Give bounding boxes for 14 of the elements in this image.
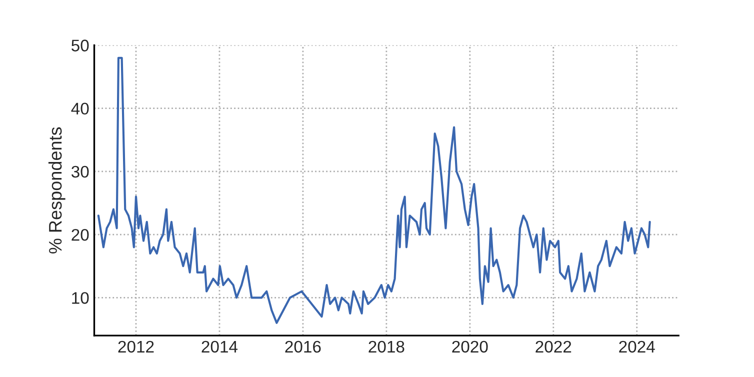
x-tick-label: 2022 (536, 340, 572, 353)
x-tick-label: 2014 (202, 340, 238, 353)
x-tick-label: 2018 (368, 340, 404, 353)
x-tick-label: 2012 (118, 340, 154, 353)
y-tick-label: 30 (71, 166, 89, 178)
line-series (97, 56, 651, 324)
x-tick-label: 2024 (619, 340, 655, 353)
x-tick-label: 2020 (452, 340, 488, 353)
y-tick-label: 20 (72, 228, 89, 241)
y-tick-label: 50 (72, 40, 89, 52)
x-tick-label: 2016 (285, 340, 321, 353)
y-tick-label: 10 (72, 292, 89, 304)
y-axis-title: % Respondents (48, 127, 66, 254)
y-tick-label: 40 (71, 102, 89, 115)
